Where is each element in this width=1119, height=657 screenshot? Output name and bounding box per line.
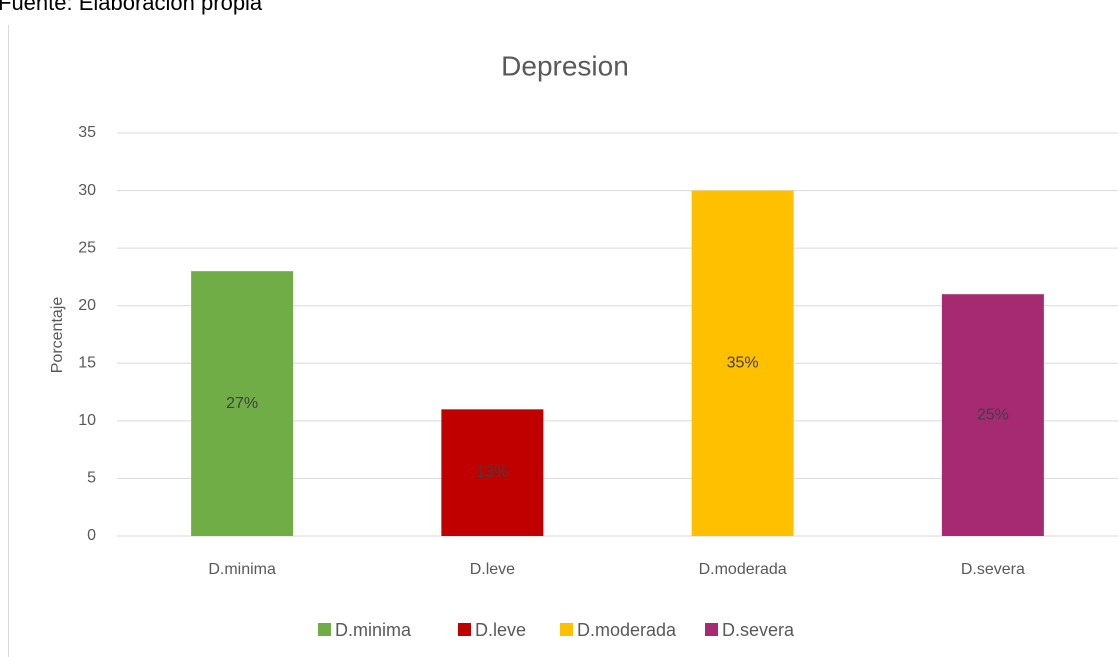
data-label: 13%: [476, 464, 508, 481]
y-axis-label: Porcentaje: [49, 297, 66, 374]
x-tick-label: D.minima: [208, 561, 276, 578]
x-tick-label: D.moderada: [699, 561, 787, 578]
y-tick-label: 10: [78, 412, 96, 429]
legend-label: D.leve: [475, 620, 526, 640]
x-tick-label: D.leve: [470, 561, 515, 578]
data-label: 25%: [977, 406, 1009, 423]
y-tick-label: 15: [78, 355, 96, 372]
y-tick-label: 5: [87, 470, 96, 487]
y-tick-label: 20: [78, 297, 96, 314]
legend-swatch: [458, 623, 471, 636]
bar: [191, 271, 294, 536]
legend-label: D.moderada: [577, 620, 677, 640]
y-tick-label: 35: [78, 124, 96, 141]
y-tick-label: 0: [87, 527, 96, 544]
bar: [441, 409, 544, 536]
bar: [941, 294, 1044, 536]
legend-swatch: [560, 623, 573, 636]
legend-label: D.severa: [722, 620, 795, 640]
y-tick-label: 25: [78, 239, 96, 256]
x-tick-label: D.severa: [961, 561, 1025, 578]
chart-title: Depresion: [501, 50, 629, 81]
data-label: 35%: [727, 355, 759, 372]
legend-swatch: [705, 623, 718, 636]
data-label: 27%: [226, 395, 258, 412]
legend-label: D.minima: [335, 620, 412, 640]
y-tick-label: 30: [78, 182, 96, 199]
source-note: Fuente: Elaboración propia: [0, 0, 263, 15]
legend-swatch: [318, 623, 331, 636]
bar: [691, 190, 794, 537]
